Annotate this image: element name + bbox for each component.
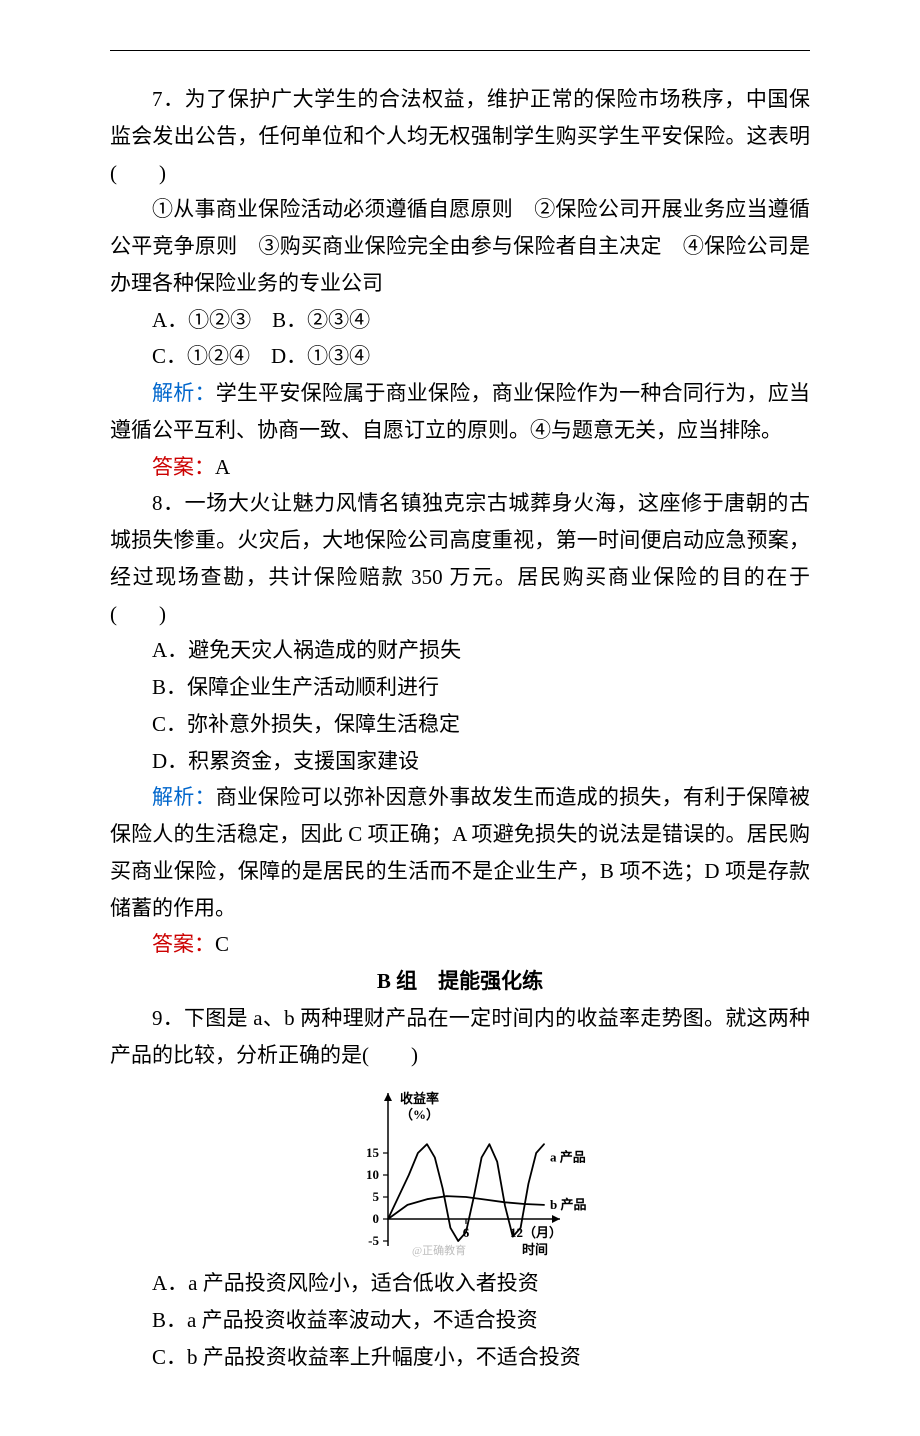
q8-answer-label: 答案： [152, 932, 215, 956]
q9-chart: 151050-56收益率（%）12（月）时间a 产品b 产品@正确教育 [110, 1079, 810, 1259]
q7-statements: ①从事商业保险活动必须遵循自愿原则 ②保险公司开展业务应当遵循公平竞争原则 ③购… [110, 191, 810, 301]
q9-stem: 9．下图是 a、b 两种理财产品在一定时间内的收益率走势图。就这两种产品的比较，… [110, 1000, 810, 1074]
svg-text:5: 5 [373, 1189, 380, 1204]
q7-jiexi: 解析：学生平安保险属于商业保险，商业保险作为一种合同行为，应当遵循公平互利、协商… [110, 375, 810, 449]
q9-choice-a: A．a 产品投资风险小，适合低收入者投资 [110, 1265, 810, 1302]
q8-choice-c: C．弥补意外损失，保障生活稳定 [110, 706, 810, 743]
q7-jiexi-body: 学生平安保险属于商业保险，商业保险作为一种合同行为，应当遵循公平互利、协商一致、… [110, 381, 810, 442]
q7-answer-value: A [215, 455, 230, 479]
q8-choice-d: D．积累资金，支援国家建设 [110, 743, 810, 780]
q8-choice-b: B．保障企业生产活动顺利进行 [110, 669, 810, 706]
group-b-heading: B 组 提能强化练 [110, 963, 810, 1000]
svg-text:12（月）: 12（月） [510, 1225, 562, 1240]
svg-text:15: 15 [366, 1145, 380, 1160]
q8-stem: 8．一场大火让魅力风情名镇独克宗古城葬身火海，这座修于唐朝的古城损失惨重。火灾后… [110, 485, 810, 632]
q8-choice-a: A．避免天灾人祸造成的财产损失 [110, 632, 810, 669]
q7-choices-line2: C．①②④ D．①③④ [110, 338, 810, 375]
svg-text:（%）: （%） [400, 1107, 439, 1122]
svg-text:a 产品: a 产品 [550, 1150, 586, 1165]
q9-choice-c: C．b 产品投资收益率上升幅度小，不适合投资 [110, 1339, 810, 1376]
q8-jiexi-label: 解析： [152, 785, 216, 809]
svg-text:0: 0 [373, 1211, 380, 1226]
q7-choices-line1: A．①②③ B．②③④ [110, 302, 810, 339]
q8-jiexi: 解析：商业保险可以弥补因意外事故发生而造成的损失，有利于保障被保险人的生活稳定，… [110, 779, 810, 926]
q8-answer: 答案：C [110, 926, 810, 963]
svg-text:10: 10 [366, 1167, 379, 1182]
top-rule [110, 50, 810, 51]
q7-stem: 7．为了保护广大学生的合法权益，维护正常的保险市场秩序，中国保监会发出公告，任何… [110, 81, 810, 191]
q7-answer: 答案：A [110, 449, 810, 486]
q8-answer-value: C [215, 932, 229, 956]
svg-text:时间: 时间 [522, 1242, 548, 1257]
svg-text:-5: -5 [368, 1233, 379, 1248]
q7-jiexi-label: 解析： [152, 381, 216, 405]
svg-text:收益率: 收益率 [400, 1091, 439, 1106]
svg-text:@正确教育: @正确教育 [412, 1243, 466, 1257]
q8-jiexi-body: 商业保险可以弥补因意外事故发生而造成的损失，有利于保障被保险人的生活稳定，因此 … [110, 785, 810, 919]
svg-text:b 产品: b 产品 [550, 1197, 586, 1212]
q9-choice-b: B．a 产品投资收益率波动大，不适合投资 [110, 1302, 810, 1339]
q7-answer-label: 答案： [152, 455, 215, 479]
page: 7．为了保护广大学生的合法权益，维护正常的保险市场秩序，中国保监会发出公告，任何… [0, 0, 920, 1436]
line-chart-svg: 151050-56收益率（%）12（月）时间a 产品b 产品@正确教育 [330, 1079, 590, 1259]
